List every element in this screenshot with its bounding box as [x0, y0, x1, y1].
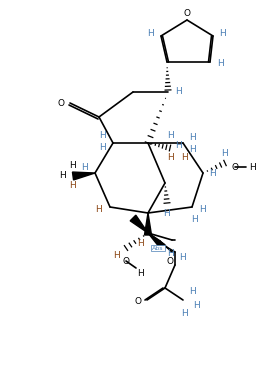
Text: O: O: [166, 257, 174, 266]
Text: H: H: [137, 269, 143, 278]
Text: H: H: [81, 163, 87, 172]
Polygon shape: [130, 215, 148, 233]
Polygon shape: [145, 213, 152, 235]
Text: H: H: [95, 206, 102, 214]
Text: H: H: [164, 209, 170, 217]
Text: H: H: [182, 308, 189, 317]
Text: H: H: [70, 160, 76, 169]
Text: Abs: Abs: [152, 245, 164, 251]
Text: H: H: [168, 248, 174, 257]
Text: H: H: [199, 206, 205, 214]
Text: H: H: [113, 251, 120, 260]
Text: H: H: [192, 214, 198, 223]
Text: H: H: [222, 148, 228, 157]
Text: H: H: [175, 141, 181, 150]
Text: H: H: [190, 132, 197, 141]
Text: H: H: [210, 169, 216, 178]
Polygon shape: [73, 172, 95, 180]
Text: H: H: [176, 87, 182, 95]
Polygon shape: [148, 233, 165, 249]
Text: H: H: [217, 60, 223, 69]
Text: H: H: [60, 172, 66, 181]
Text: H: H: [190, 144, 197, 154]
Text: O: O: [57, 98, 65, 107]
Text: H: H: [180, 253, 186, 261]
Text: H: H: [70, 181, 76, 189]
Text: H: H: [99, 132, 105, 141]
Text: O: O: [184, 9, 190, 18]
Text: H: H: [137, 238, 143, 248]
Text: H: H: [193, 301, 199, 310]
Text: H: H: [182, 153, 189, 162]
Text: H: H: [220, 29, 226, 38]
Text: O: O: [123, 257, 129, 266]
Text: H: H: [167, 153, 173, 162]
Text: H: H: [99, 144, 105, 153]
Text: H: H: [148, 29, 154, 38]
Text: H: H: [190, 288, 197, 297]
Text: O: O: [232, 163, 238, 172]
Text: O: O: [134, 297, 142, 305]
Text: H: H: [167, 131, 173, 140]
Text: H: H: [250, 163, 256, 172]
